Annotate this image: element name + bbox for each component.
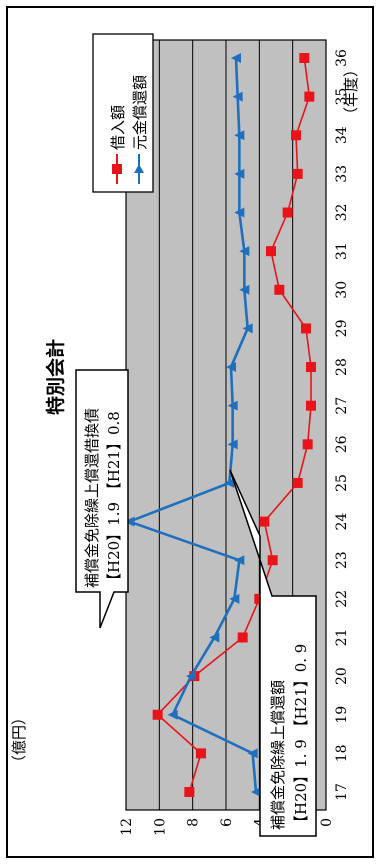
data-point: [237, 632, 248, 643]
data-point: [184, 787, 195, 797]
data-point: [292, 168, 303, 179]
callout-repayment-line2: 【H20】1. 9 【H21】0. 9: [292, 644, 310, 830]
callout-refinancing: 補償金免除繰上償還借換債 【H20】1.9 【H21】0.8: [75, 369, 129, 629]
series-line: [156, 57, 312, 793]
data-point: [282, 207, 293, 218]
data-point: [302, 439, 313, 450]
series-group: [124, 53, 316, 797]
data-point: [234, 207, 245, 218]
x-tick-label: 30: [334, 281, 350, 299]
data-point: [239, 284, 250, 295]
data-point: [274, 284, 285, 295]
x-tick-label: 23: [334, 551, 350, 569]
x-tick-label: 17: [334, 783, 350, 801]
callout-refinancing-line1: 補償金免除繰上償還借換債: [83, 408, 101, 588]
data-point: [152, 709, 163, 720]
data-point: [291, 130, 301, 141]
x-tick-label: 34: [334, 126, 350, 144]
data-point: [299, 53, 310, 63]
x-tick-label: 22: [334, 590, 350, 608]
legend-label-borrowing: 借入額: [109, 105, 127, 150]
data-point: [196, 748, 206, 759]
data-point: [226, 362, 236, 373]
data-point: [234, 130, 245, 141]
callout-repayment: 補償金免除繰上償還額 【H20】1. 9 【H21】0. 9: [229, 469, 317, 837]
y-tick-label: 6: [219, 818, 235, 827]
x-tick-label: 27: [334, 397, 350, 415]
x-tick-label: 20: [334, 667, 350, 685]
legend-label-repayment: 元金償還額: [131, 75, 149, 150]
x-tick-label: 24: [334, 513, 350, 531]
chart-title: 特別会計: [44, 339, 67, 415]
legend: 借入額 元金償還額: [92, 33, 154, 193]
x-tick-label: 36: [334, 49, 350, 67]
data-point: [242, 323, 253, 334]
x-tick-labels: 17 18 19 20 21 22 23 24 25 26 27 28 29 30 31 32 33 34 35 36: [334, 49, 350, 801]
legend-item-repayment: 元金償還額: [131, 75, 149, 184]
series-borrowing: [152, 53, 316, 797]
x-tick-label: 29: [334, 320, 350, 338]
y-tick-label: 12: [119, 818, 135, 836]
data-point: [306, 400, 316, 411]
x-tick-label: 18: [334, 744, 350, 762]
data-point: [306, 362, 316, 373]
callout-refinancing-line2: 【H20】1.9 【H21】0.8: [105, 411, 123, 588]
x-tick-label: 35: [334, 88, 350, 106]
x-tick-label: 25: [334, 474, 350, 492]
data-point: [247, 748, 258, 759]
data-point: [229, 593, 240, 604]
y-axis-label: （億円）: [10, 710, 28, 770]
y-tick-label: 10: [152, 818, 168, 836]
data-point: [259, 516, 270, 527]
data-point: [267, 555, 278, 566]
data-point: [234, 555, 245, 566]
series-repayment: [124, 53, 261, 797]
data-point: [239, 246, 250, 257]
x-tick-label: 28: [334, 358, 350, 376]
x-tick-label: 26: [334, 435, 350, 453]
data-point: [304, 91, 315, 102]
data-point: [186, 671, 196, 682]
x-tick-label: 19: [334, 706, 350, 724]
callout-repayment-line1: 補償金免除繰上償還額: [269, 680, 287, 830]
data-point: [232, 91, 243, 102]
data-point: [301, 323, 311, 334]
data-point: [234, 168, 245, 179]
data-point: [227, 439, 238, 450]
data-point: [167, 709, 178, 720]
data-point: [124, 516, 135, 527]
legend-item-borrowing: 借入額: [109, 105, 127, 184]
data-point: [224, 477, 235, 488]
x-tick-label: 21: [334, 629, 350, 647]
x-tick-label: 33: [334, 165, 350, 183]
data-point: [266, 246, 276, 257]
data-point: [209, 632, 220, 643]
y-tick-label: 0: [319, 818, 335, 827]
x-tick-label: 32: [334, 204, 350, 222]
x-axis-label: （年度）: [342, 62, 360, 122]
y-tick-label: 8: [186, 818, 202, 827]
data-point: [231, 53, 241, 63]
series-line: [125, 57, 258, 793]
data-point: [292, 477, 303, 488]
data-point: [227, 400, 238, 411]
x-tick-label: 31: [334, 242, 350, 260]
data-point: [251, 787, 261, 797]
